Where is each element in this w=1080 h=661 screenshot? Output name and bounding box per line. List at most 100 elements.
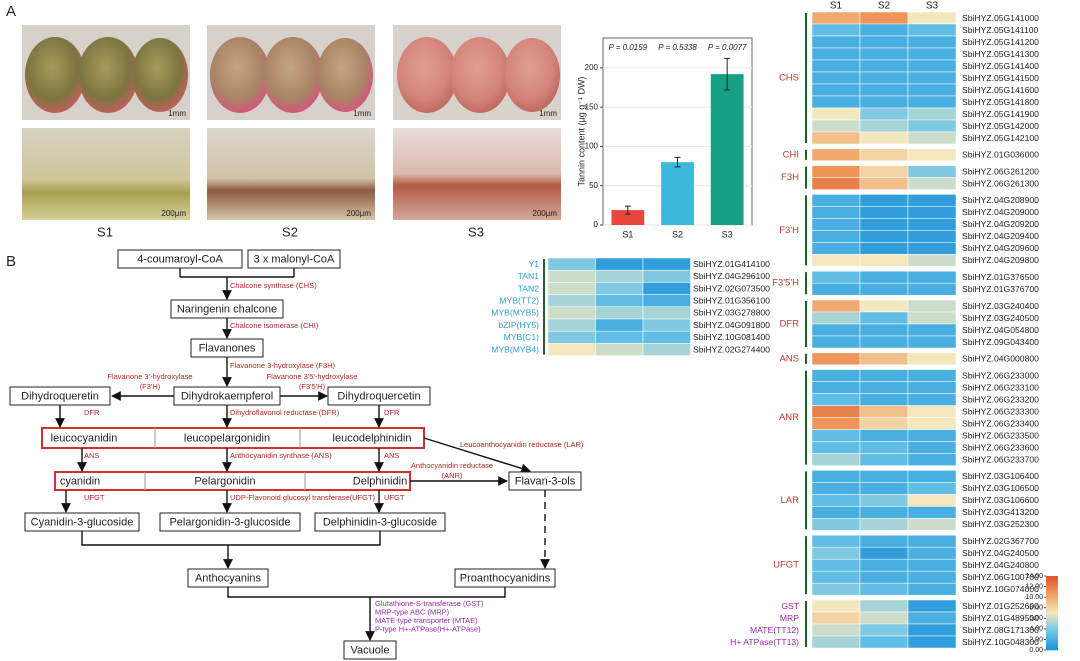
heat-cell	[547, 269, 596, 283]
bar	[710, 74, 744, 226]
heat-cell	[907, 599, 957, 613]
connector	[179, 268, 295, 278]
heat-cell	[907, 35, 957, 49]
sample-label: S1	[97, 224, 113, 239]
heat-cell	[859, 417, 909, 430]
heat-cell	[859, 299, 909, 313]
heat-cell	[811, 148, 861, 162]
heat-cell	[907, 417, 957, 430]
gene-label: SbiHYZ.03G240400	[962, 301, 1039, 311]
heat-cell	[642, 282, 691, 295]
gene-label: SbiHYZ.01G356100	[693, 295, 770, 305]
node-label: 3 x malonyl-CoA	[254, 253, 335, 265]
gene-label: SbiHYZ.06G233300	[962, 406, 1039, 416]
node-box	[9, 386, 111, 406]
colorbar-label: 12.00	[1025, 583, 1043, 590]
heat-cell	[907, 635, 957, 649]
y-tick-label: 0	[594, 220, 599, 229]
node-box	[343, 640, 397, 660]
heat-cell	[859, 623, 909, 637]
heat-cell	[595, 282, 644, 295]
heat-cell	[547, 318, 596, 332]
gene-label: SbiHYZ.03G240500	[962, 313, 1039, 323]
scale-label: 200μm	[532, 209, 557, 218]
gene-label: SbiHYZ.04G209600	[962, 243, 1039, 253]
gene-label: SbiHYZ.06G261200	[962, 166, 1039, 176]
gene-label: SbiHYZ.06G233600	[962, 442, 1039, 452]
gene-label: SbiHYZ.10G048300	[962, 637, 1039, 647]
heat-cell	[859, 558, 909, 572]
gene-label: SbiHYZ.05G141300	[962, 49, 1039, 59]
heat-cell	[859, 177, 909, 190]
heat-cell	[811, 177, 861, 190]
gene-label: SbiHYZ.01G252600	[962, 601, 1039, 611]
enzyme-label: Flavanone 3'5'-hydroxylase	[267, 372, 358, 381]
colorbar-label: 10.00	[1025, 594, 1043, 601]
row-label: bZIP(HY5)	[498, 320, 539, 330]
colorbar-segment	[1046, 576, 1058, 579]
enzyme-label: (ANR)	[442, 471, 463, 480]
gene-label: SbiHYZ.05G142000	[962, 121, 1039, 131]
heat-cell	[859, 206, 909, 219]
seed	[263, 37, 323, 113]
colorbar-segment	[1046, 583, 1058, 587]
heat-cell	[859, 11, 909, 25]
gene-label: SbiHYZ.03G106400	[962, 471, 1039, 481]
gene-label: SbiHYZ.06G233500	[962, 430, 1039, 440]
heat-cell	[907, 470, 957, 483]
heat-cell	[859, 482, 909, 495]
heat-cell	[859, 599, 909, 613]
heat-cell	[907, 131, 957, 145]
gene-label: SbiHYZ.05G142100	[962, 133, 1039, 143]
node-label: leucocyanidin	[51, 432, 118, 444]
transporter-label: MRP-type ABC (MRP)	[375, 607, 450, 616]
gene-label: SbiHYZ.05G141500	[962, 73, 1039, 83]
heat-cell	[907, 558, 957, 572]
row-label: MATE(TT12)	[750, 625, 799, 635]
row-label: GST	[781, 601, 799, 611]
sample-label: S2	[282, 224, 298, 239]
node-box	[24, 512, 140, 532]
group-label: F3'5'H	[772, 278, 799, 289]
enzyme-label: ANS	[84, 451, 99, 460]
colorbar-segment	[1046, 635, 1058, 638]
gene-label: SbiHYZ.04G240500	[962, 548, 1039, 558]
gene-label: SbiHYZ.05G141900	[962, 109, 1039, 119]
colorbar-segment	[1046, 625, 1058, 629]
node-box	[117, 249, 243, 269]
heat-cell	[907, 482, 957, 495]
gene-label: SbiHYZ.02G274400	[693, 344, 770, 354]
gene-label: SbiHYZ.06G233200	[962, 394, 1039, 404]
heat-cell	[811, 131, 861, 145]
heat-cell	[907, 206, 957, 219]
heat-cell	[811, 352, 861, 366]
heat-cell	[859, 230, 909, 243]
gene-label: SbiHYZ.02G367700	[962, 536, 1039, 546]
heat-cell	[859, 494, 909, 507]
heat-cell	[907, 95, 957, 109]
colorbar-label: 4.00	[1029, 626, 1043, 633]
photos: 1mm 1mm 1mm 200μm 200μm 200μm S1 S2 S3	[22, 25, 561, 239]
heat-cell	[811, 71, 861, 85]
heat-cell	[811, 59, 861, 73]
gene-label: SbiHYZ.01G489500	[962, 613, 1039, 623]
gene-label: SbiHYZ.04G209200	[962, 219, 1039, 229]
heat-cell	[859, 352, 909, 366]
enzyme-label: Anthocyanidin synthase (ANS)	[230, 451, 332, 460]
heat-cell	[642, 306, 691, 320]
gene-label: SbiHYZ.03G106600	[962, 495, 1039, 505]
heat-cell	[907, 230, 957, 243]
heat-cell	[547, 330, 596, 344]
gene-label: SbiHYZ.06G233700	[962, 454, 1039, 464]
heat-cell	[907, 546, 957, 560]
enzyme-label: UFGT	[84, 493, 105, 502]
connector	[227, 587, 506, 598]
gene-label: SbiHYZ.03G278800	[693, 308, 770, 318]
heat-cell	[859, 131, 909, 145]
heat-cell	[595, 318, 644, 332]
node-box	[159, 512, 301, 532]
y-axis-label: Tannin content (μg g⁻¹ DW)	[576, 77, 586, 187]
heat-cell	[859, 242, 909, 255]
heat-cell	[642, 269, 691, 283]
